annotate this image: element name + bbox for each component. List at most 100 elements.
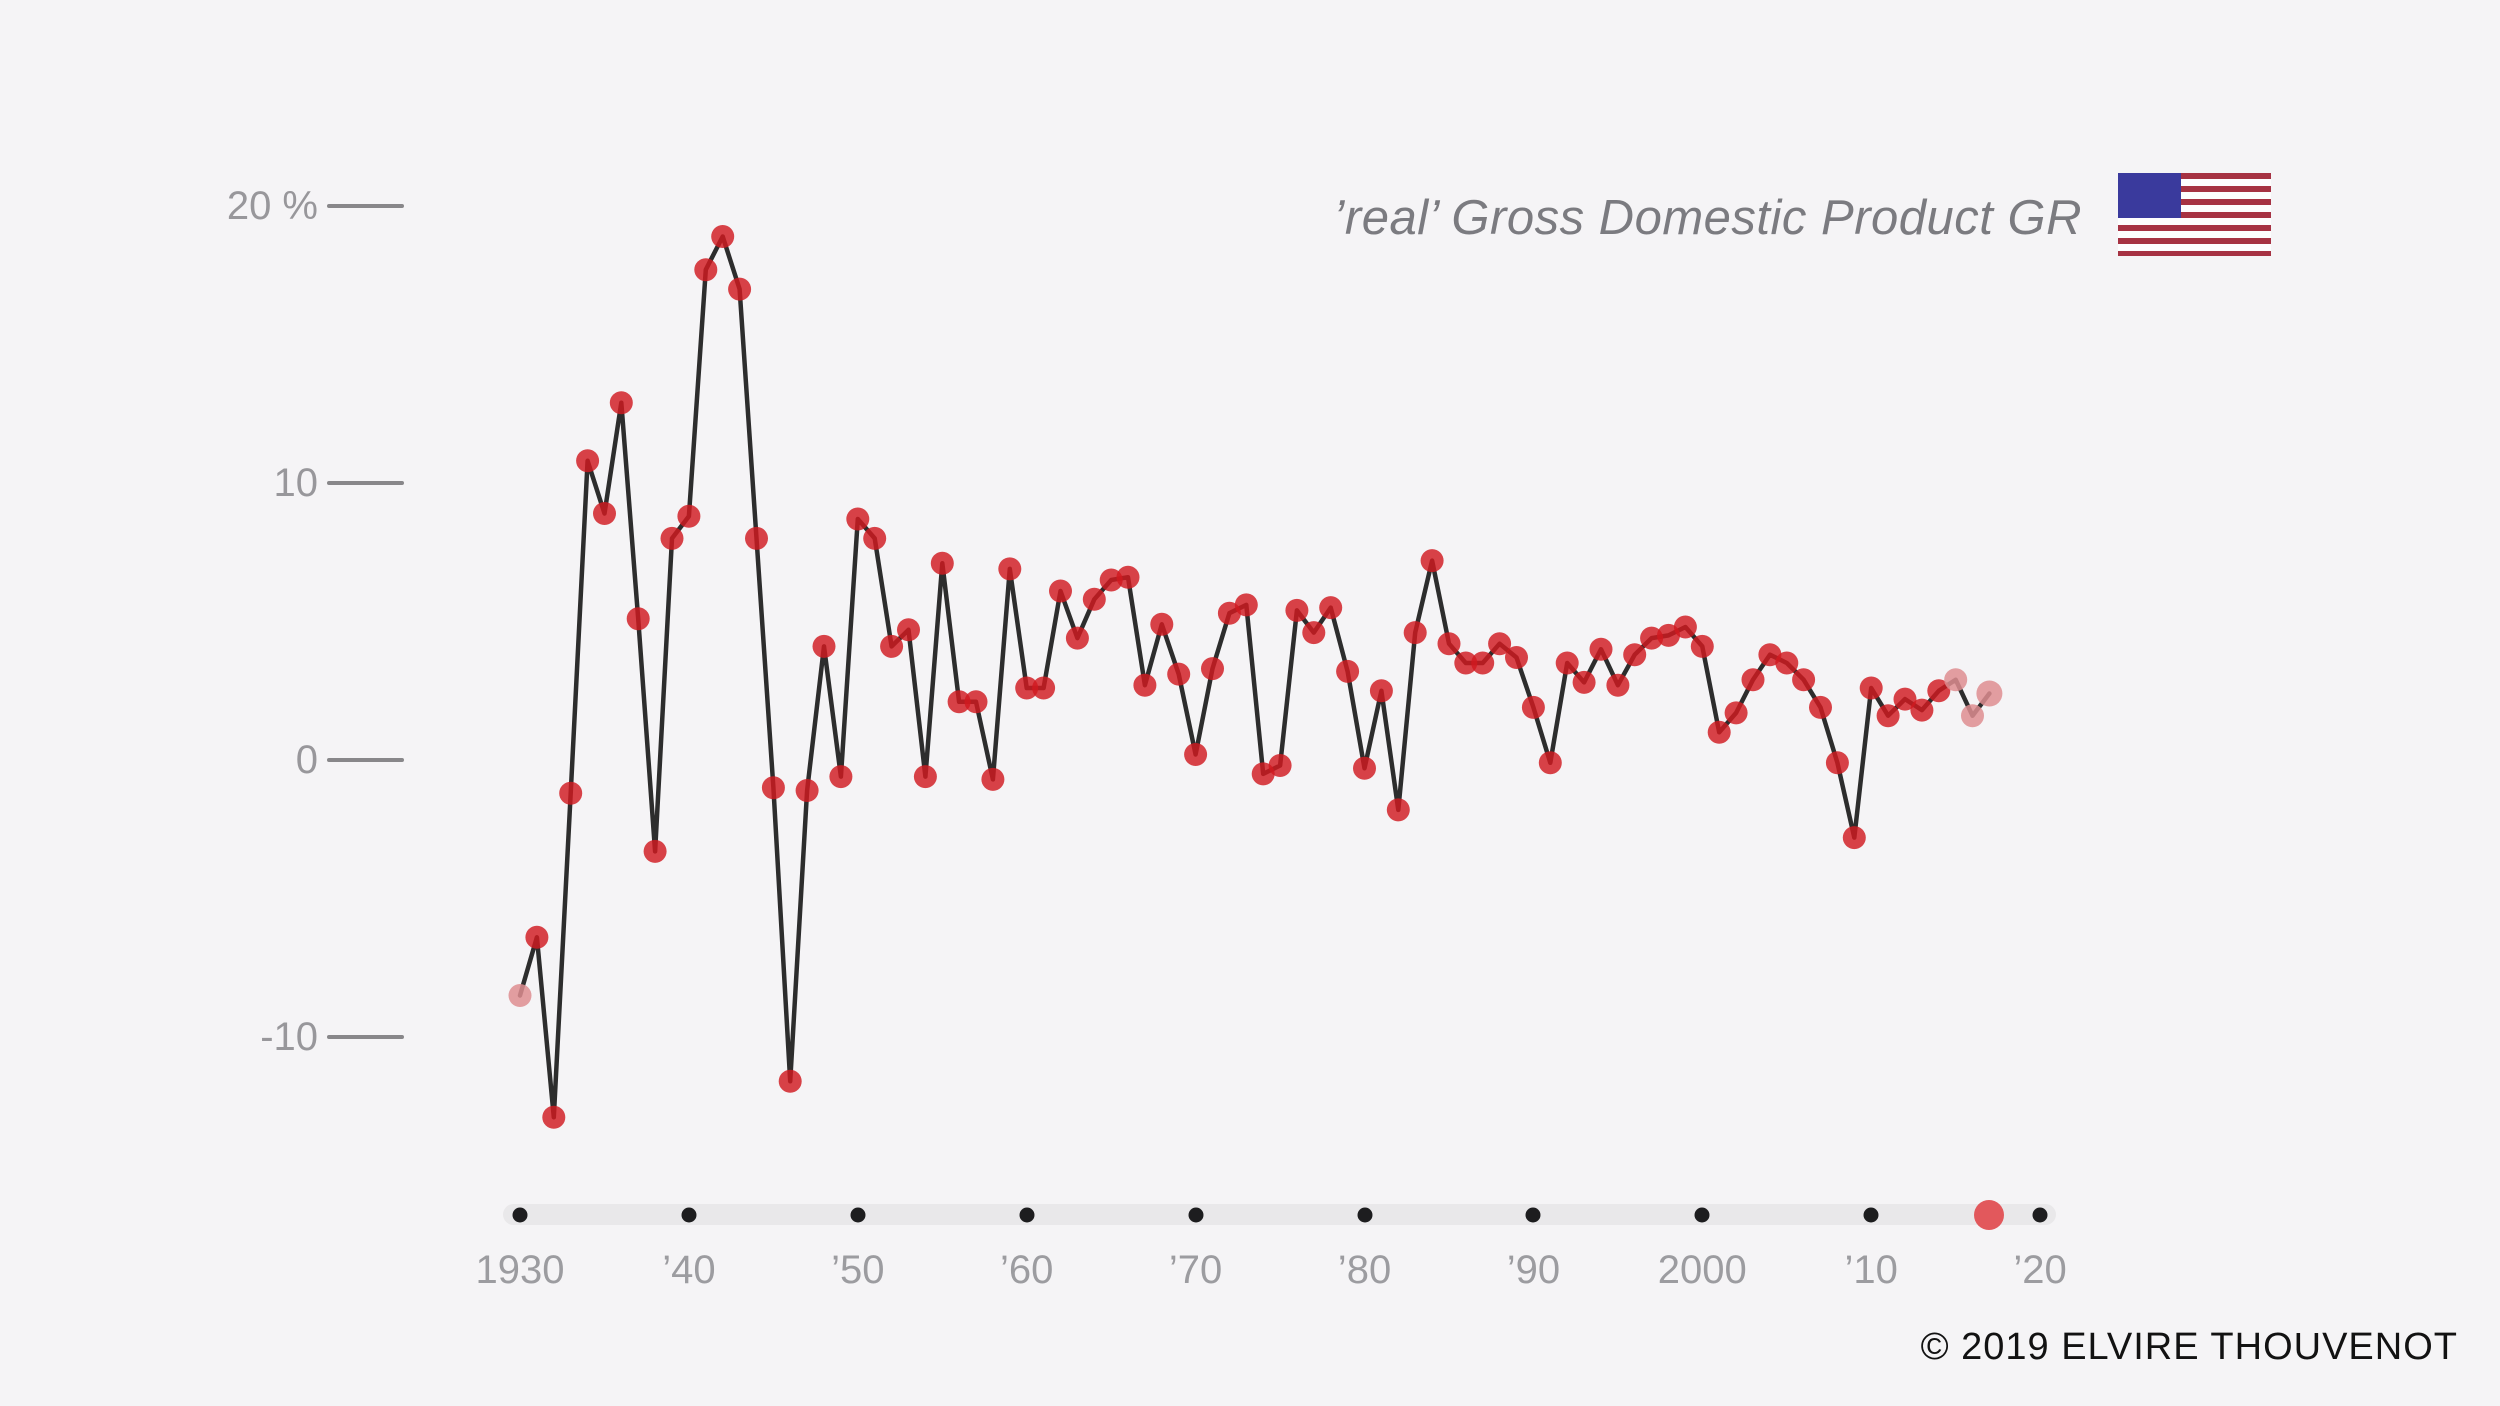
data-point-1939 (660, 526, 684, 550)
data-point-1953 (897, 618, 920, 642)
data-point-1985 (1437, 632, 1461, 656)
data-point-1969 (1167, 662, 1191, 686)
y-axis-tick (327, 1035, 404, 1039)
data-point-2007 (1809, 695, 1832, 719)
data-point-1947 (795, 779, 819, 802)
x-axis-label: ’90 (1506, 1248, 1561, 1292)
timeline-decade-dot-1930 (512, 1207, 528, 1222)
data-point-1956 (947, 690, 971, 714)
data-point-1931 (525, 925, 549, 949)
data-point-2002 (1724, 701, 1748, 725)
data-point-1993 (1572, 670, 1596, 694)
data-point-1966 (1116, 565, 1140, 589)
data-point-1937 (626, 607, 650, 631)
data-point-1992 (1555, 651, 1579, 675)
data-point-1973 (1234, 593, 1258, 617)
data-point-2013 (1910, 698, 1934, 722)
x-axis-label: 2000 (1657, 1248, 1747, 1292)
data-point-1982 (1386, 798, 1410, 822)
timeline-decade-dot-2000 (1694, 1207, 1710, 1222)
data-point-1932 (542, 1105, 566, 1129)
data-point-1962 (1049, 579, 1072, 603)
data-point-1945 (761, 776, 785, 800)
copyright-text: © 2019 ELVIRE THOUVENOT (1920, 1326, 2458, 1368)
timeline-decade-dot-1980 (1357, 1207, 1372, 1222)
data-point-1979 (1336, 659, 1360, 683)
y-axis-tick (327, 481, 404, 485)
data-point-1990 (1521, 695, 1545, 719)
data-point-1952 (880, 634, 904, 658)
data-point-1946 (778, 1069, 802, 1093)
data-point-1954 (913, 765, 937, 789)
data-point-1976 (1285, 598, 1309, 622)
timeline-decade-dot-2010 (1863, 1207, 1879, 1222)
data-point-1935 (593, 502, 616, 525)
data-point-2017 (1976, 680, 2003, 707)
y-axis-label: 20 % (226, 184, 318, 228)
data-point-1983 (1403, 621, 1427, 645)
data-point-1961 (1032, 676, 1056, 700)
data-point-1989 (1505, 646, 1528, 669)
data-point-1980 (1353, 756, 1376, 780)
data-point-1981 (1369, 679, 1393, 703)
data-point-2016 (1961, 704, 1984, 728)
data-point-1941 (694, 258, 718, 282)
us-flag-canton (2118, 173, 2181, 218)
data-point-1997 (1640, 626, 1664, 650)
y-axis-tick (327, 204, 404, 208)
data-point-1995 (1606, 673, 1630, 697)
gdp-line (517, 234, 1992, 1120)
data-point-1951 (863, 526, 887, 550)
data-point-1975 (1268, 754, 1292, 777)
data-point-1970 (1184, 743, 1208, 766)
data-point-2005 (1775, 651, 1799, 675)
chart-title: ’real’ Gross Domestic Product GR (1333, 191, 2082, 245)
data-point-1955 (930, 551, 954, 575)
data-point-1943 (728, 277, 752, 301)
data-point-1938 (643, 839, 667, 863)
data-point-1971 (1201, 657, 1224, 681)
data-point-2014 (1927, 679, 1951, 703)
data-point-1948 (812, 634, 836, 658)
data-point-1940 (677, 504, 701, 528)
data-point-2003 (1741, 668, 1765, 692)
x-axis-label: 1930 (475, 1248, 565, 1292)
timeline-track[interactable] (503, 1204, 2056, 1225)
timeline-decade-dot-1960 (1019, 1207, 1035, 1222)
timeline-decade-dot-1940 (681, 1207, 697, 1222)
data-point-1984 (1420, 549, 1444, 573)
data-point-2000 (1690, 634, 1714, 658)
y-axis-label: -10 (260, 1015, 318, 1059)
x-axis-label: ’20 (2013, 1248, 2067, 1292)
data-point-2010 (1859, 676, 1883, 700)
timeline-decade-dot-1950 (850, 1207, 866, 1222)
x-axis-label: ’70 (1168, 1248, 1223, 1292)
data-point-1950 (846, 507, 870, 531)
y-axis-label: 0 (295, 738, 318, 782)
data-point-1968 (1150, 612, 1174, 636)
data-point-1942 (711, 225, 735, 248)
data-point-2009 (1842, 826, 1866, 850)
data-point-1996 (1623, 643, 1647, 667)
data-point-1987 (1471, 651, 1495, 675)
data-point-1978 (1319, 596, 1343, 620)
data-point-1959 (998, 557, 1022, 581)
data-point-1944 (745, 526, 768, 550)
data-point-1999 (1673, 615, 1697, 639)
data-point-2006 (1792, 668, 1816, 692)
timeline-decade-dot-1990 (1525, 1207, 1541, 1222)
data-point-1991 (1538, 751, 1562, 775)
y-axis-label: 10 (273, 461, 319, 505)
data-point-1963 (1065, 626, 1089, 650)
data-point-1967 (1133, 673, 1157, 697)
data-point-1934 (576, 449, 600, 473)
data-point-1933 (559, 781, 583, 805)
timeline-current-year-handle[interactable] (1974, 1199, 2005, 1230)
x-axis-label: ’80 (1337, 1248, 1392, 1292)
us-flag-icon (2118, 173, 2271, 256)
data-point-1964 (1082, 587, 1106, 611)
data-point-1977 (1302, 621, 1326, 645)
data-point-2011 (1876, 704, 1900, 728)
